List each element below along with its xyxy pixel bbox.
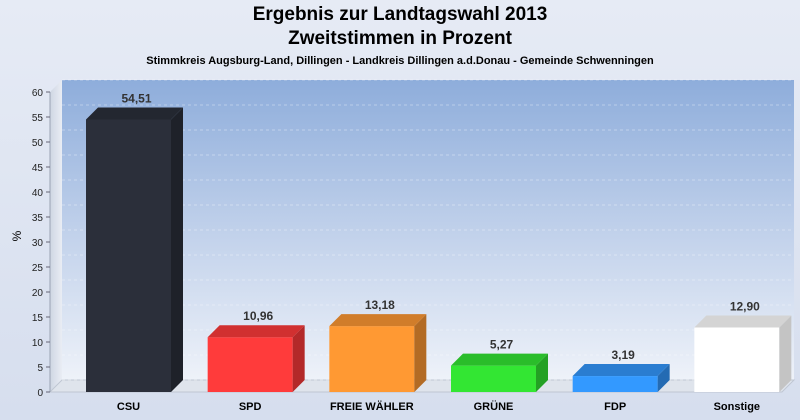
bar-spd: [207, 325, 305, 392]
y-tick-label: 35: [32, 213, 44, 224]
bar-value-label: 54,51: [121, 91, 151, 105]
y-tick-label: 60: [32, 88, 44, 99]
bar-front: [86, 119, 171, 392]
x-tick-label: FDP: [604, 401, 626, 413]
chart-title-line-2: Zweitstimmen in Prozent: [288, 28, 512, 49]
y-tick-label: 50: [32, 138, 44, 149]
y-tick-label: 25: [32, 263, 44, 274]
bar-top: [694, 315, 792, 328]
bar-csu: [86, 107, 183, 392]
x-tick-label: FREIE WÄHLER: [330, 400, 414, 413]
x-tick-label: SPD: [239, 401, 262, 413]
bar-side: [414, 314, 427, 392]
bar-top: [451, 353, 548, 366]
y-tick-label: 20: [32, 288, 44, 299]
bar-front: [451, 365, 536, 392]
bar-sonstige: [694, 315, 792, 392]
y-tick-label: 30: [32, 238, 44, 249]
bar-freie-w-hler: [329, 314, 427, 392]
bar-front: [207, 337, 293, 392]
bar-top: [207, 325, 305, 338]
bar-front: [694, 327, 780, 392]
chart-subtitle: Stimmkreis Augsburg-Land, Dillingen - La…: [146, 55, 654, 67]
plot-side-wall: [50, 80, 62, 392]
bar-top: [329, 314, 427, 327]
y-tick-label: 0: [37, 388, 43, 399]
y-tick-label: 5: [37, 363, 43, 374]
y-tick-label: 45: [32, 163, 44, 174]
plot-back-wall: [62, 80, 794, 380]
y-tick-label: 15: [32, 313, 44, 324]
y-tick-label: 40: [32, 188, 44, 199]
bar-value-label: 3,19: [611, 348, 635, 362]
bar-gr-ne: [451, 353, 548, 392]
y-axis-label: %: [10, 230, 24, 241]
bar-side: [171, 107, 183, 392]
bar-side: [536, 353, 548, 392]
bar-front: [572, 376, 658, 392]
bar-top: [86, 107, 183, 120]
chart-title: Ergebnis zur Landtagswahl 2013: [252, 4, 548, 25]
bar-side: [657, 364, 670, 392]
bar-top: [572, 364, 670, 377]
bar-fdp: [572, 364, 670, 392]
x-tick-label: CSU: [117, 401, 140, 413]
bar-side: [779, 315, 792, 392]
bar-front: [329, 326, 415, 392]
y-tick-label: 10: [32, 338, 44, 349]
bar-value-label: 10,96: [243, 309, 273, 323]
bar-value-label: 12,90: [730, 300, 760, 314]
y-tick-label: 55: [32, 113, 44, 124]
bar-value-label: 13,18: [365, 298, 395, 312]
x-tick-label: Sonstige: [714, 401, 760, 413]
x-tick-label: GRÜNE: [474, 400, 514, 413]
bar-value-label: 5,27: [490, 338, 514, 352]
bar-side: [292, 325, 305, 392]
